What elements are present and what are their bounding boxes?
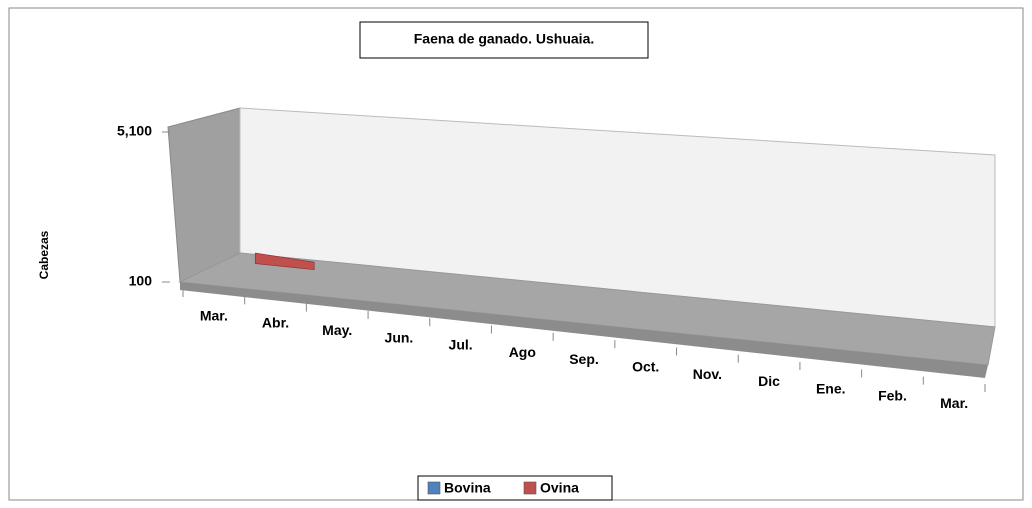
y-axis-label: Cabezas: [37, 230, 51, 279]
y-tick-label: 5,100: [117, 123, 152, 139]
x-tick-label: Nov.: [693, 366, 722, 382]
legend-box: [417, 475, 613, 501]
legend-label: Bovina: [444, 480, 491, 496]
x-tick-label: Mar.: [940, 395, 968, 411]
x-tick-label: Dic: [758, 373, 780, 389]
x-tick-label: Feb.: [878, 388, 907, 404]
x-tick-label: Ago: [509, 344, 536, 360]
legend-swatch: [523, 481, 537, 495]
title-box: [359, 21, 649, 59]
floor-edge: [180, 282, 988, 378]
side-wall: [167, 107, 241, 283]
y-tick-label: 100: [129, 273, 153, 289]
legend-swatch: [427, 481, 441, 495]
x-tick-label: May.: [322, 322, 352, 338]
chart-title: Faena de ganado. Ushuaia.: [414, 31, 595, 47]
x-tick-label: Oct.: [632, 359, 659, 375]
legend-label: Ovina: [540, 480, 579, 496]
x-tick-label: Jul.: [449, 337, 473, 353]
x-tick-label: Sep.: [569, 351, 599, 367]
x-tick-label: Mar.: [200, 307, 228, 323]
x-tick-label: Ene.: [816, 380, 846, 396]
area: [254, 252, 315, 270]
x-tick-label: Abr.: [262, 315, 289, 331]
x-tick-label: Jun.: [385, 329, 414, 345]
